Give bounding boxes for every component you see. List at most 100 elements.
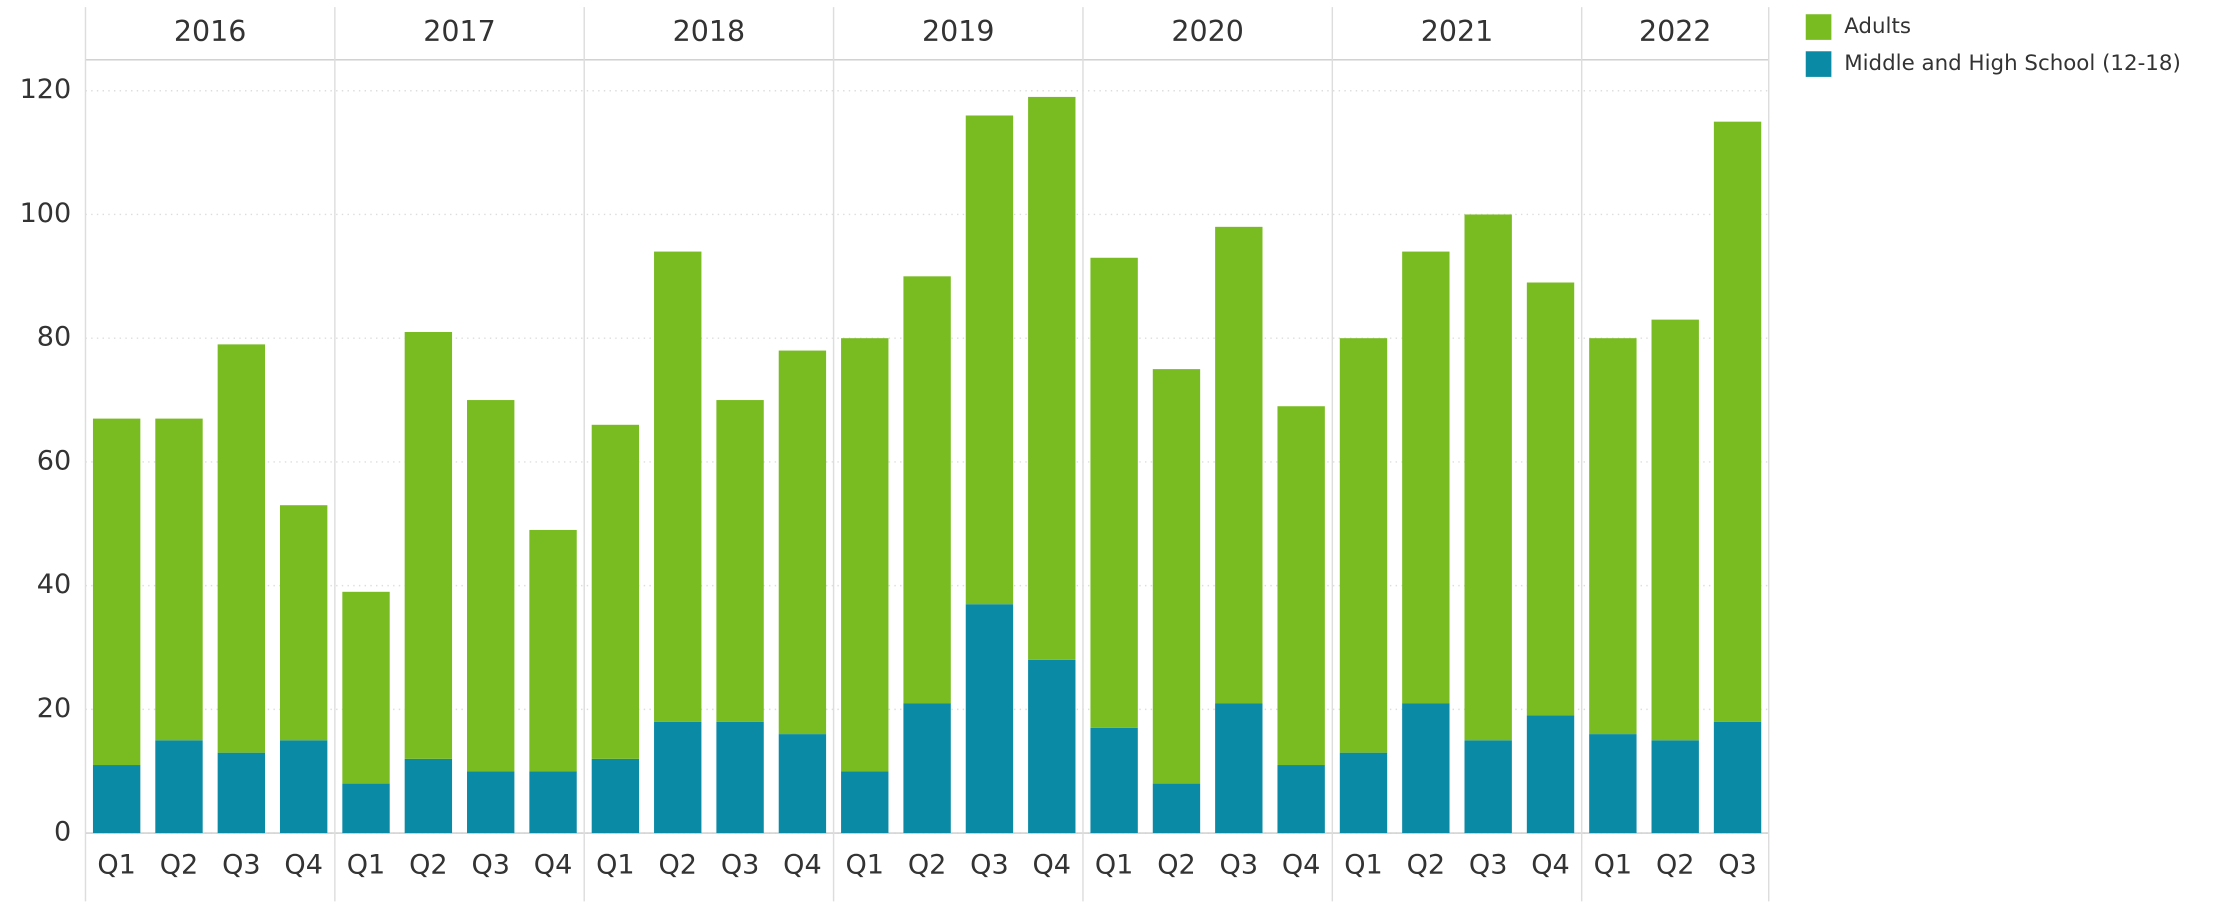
bar-segment <box>1713 121 1762 722</box>
bar-segment <box>467 400 515 772</box>
bar-segment <box>529 771 577 834</box>
y-tick-label: 0 <box>54 817 71 848</box>
year-label: 2018 <box>673 15 745 48</box>
bar-segment <box>1589 338 1637 735</box>
y-tick-label: 120 <box>20 74 72 105</box>
bar-segment <box>1215 703 1263 834</box>
bar-segment <box>965 604 1014 834</box>
bar-segment <box>1277 406 1325 766</box>
bar-segment <box>841 771 889 834</box>
year-label: 2019 <box>922 15 994 48</box>
x-tick-label: Q3 <box>1220 849 1259 880</box>
bar-segment <box>342 591 390 784</box>
y-tick-label: 80 <box>37 322 71 353</box>
x-tick-label: Q2 <box>658 849 697 880</box>
y-tick-label: 100 <box>20 198 72 229</box>
legend-swatch <box>1805 14 1832 40</box>
x-tick-label: Q4 <box>783 849 821 880</box>
bar-segment <box>1651 319 1699 741</box>
x-tick-label: Q2 <box>1407 849 1446 880</box>
bar-segment <box>654 251 702 722</box>
x-tick-label: Q2 <box>409 849 448 880</box>
x-tick-label: Q3 <box>1469 849 1508 880</box>
x-tick-label: Q1 <box>1095 849 1134 880</box>
legend-label: Adults <box>1844 14 1911 39</box>
x-tick-label: Q1 <box>596 849 635 880</box>
bar-segment <box>1713 721 1762 834</box>
x-tick-label: Q1 <box>846 849 884 880</box>
bar-segment <box>903 276 951 704</box>
bar-segment <box>529 529 577 772</box>
bar-segment <box>217 344 266 753</box>
bar-segment <box>155 418 203 741</box>
bar-segment <box>1152 783 1201 834</box>
x-tick-label: Q1 <box>1344 849 1383 880</box>
bar-segment <box>1402 703 1450 834</box>
x-tick-label: Q1 <box>97 849 136 880</box>
year-label: 2020 <box>1171 15 1243 48</box>
x-tick-label: Q4 <box>1033 849 1072 880</box>
bar-segment <box>903 703 951 834</box>
year-label: 2022 <box>1639 15 1711 48</box>
bar-segment <box>92 418 141 766</box>
bar-segment <box>654 721 702 834</box>
bar-segment <box>1464 740 1512 834</box>
x-tick-label: Q4 <box>1531 849 1570 880</box>
year-label: 2016 <box>174 15 246 48</box>
x-tick-label: Q4 <box>284 849 323 880</box>
y-tick-label: 60 <box>37 445 71 476</box>
x-tick-label: Q4 <box>534 849 573 880</box>
bar-segment <box>279 740 328 834</box>
x-tick-label: Q2 <box>1157 849 1196 880</box>
bar-segment <box>404 758 453 834</box>
bar-segment <box>467 771 515 834</box>
bar-segment <box>591 758 640 834</box>
bar-segment <box>716 721 764 834</box>
bar-segment <box>155 740 203 834</box>
bar-segment <box>279 505 328 741</box>
bar-segment <box>342 783 390 834</box>
bar-segment <box>1215 226 1263 704</box>
bar-segment <box>716 400 764 722</box>
bar-segment <box>1464 214 1512 741</box>
x-tick-label: Q2 <box>908 849 946 880</box>
y-tick-label: 40 <box>37 569 71 600</box>
bar-segment <box>92 765 141 834</box>
bar-segment <box>1526 715 1575 834</box>
x-tick-label: Q3 <box>1718 849 1757 880</box>
bar-segment <box>1028 659 1076 834</box>
x-tick-label: Q1 <box>1594 849 1633 880</box>
y-tick-label: 20 <box>37 693 71 724</box>
x-tick-label: Q4 <box>1282 849 1320 880</box>
x-tick-label: Q3 <box>970 849 1008 880</box>
year-label: 2021 <box>1421 15 1493 48</box>
x-tick-label: Q3 <box>721 849 759 880</box>
x-tick-label: Q3 <box>222 849 261 880</box>
bar-segment <box>841 338 889 772</box>
x-tick-label: Q3 <box>471 849 510 880</box>
year-label: 2017 <box>423 15 495 48</box>
bar-segment <box>1526 282 1575 716</box>
x-tick-label: Q2 <box>160 849 198 880</box>
x-tick-label: Q2 <box>1656 849 1695 880</box>
bar-segment <box>1339 752 1388 834</box>
bar-segment <box>1090 727 1138 834</box>
bar-segment <box>1090 257 1138 728</box>
x-tick-label: Q1 <box>347 849 386 880</box>
bar-segment <box>965 115 1014 605</box>
bar-segment <box>1152 369 1201 784</box>
bar-segment <box>778 734 827 834</box>
bar-segment <box>404 331 453 759</box>
legend-swatch <box>1805 51 1832 77</box>
bar-segment <box>778 350 827 735</box>
bar-segment <box>1651 740 1699 834</box>
legend-label: Middle and High School (12-18) <box>1844 51 2181 76</box>
bar-segment <box>1277 765 1325 834</box>
bar-segment <box>1589 734 1637 834</box>
bar-segment <box>1339 338 1388 753</box>
bar-segment <box>1028 96 1076 660</box>
bar-segment <box>591 424 640 759</box>
bar-segment <box>1402 251 1450 704</box>
bar-segment <box>217 752 266 834</box>
